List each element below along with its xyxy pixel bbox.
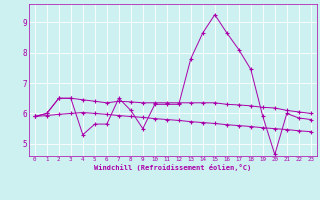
X-axis label: Windchill (Refroidissement éolien,°C): Windchill (Refroidissement éolien,°C): [94, 164, 252, 171]
